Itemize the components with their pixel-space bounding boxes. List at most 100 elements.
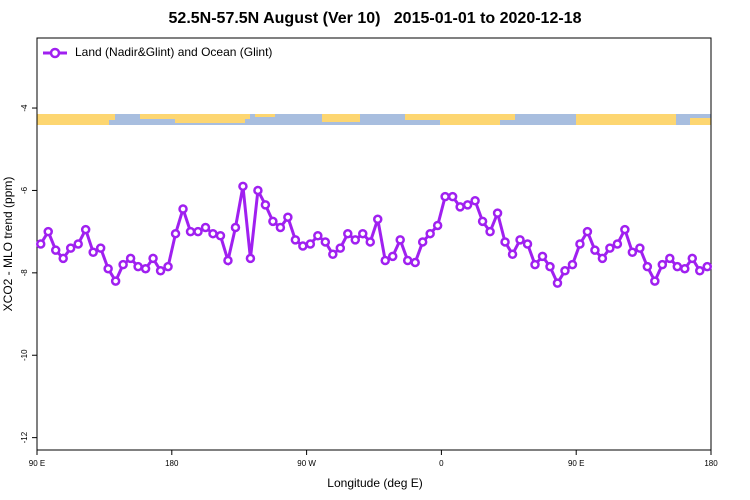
data-point xyxy=(125,253,136,264)
data-point xyxy=(612,239,623,249)
data-point xyxy=(687,253,698,264)
data-point xyxy=(133,261,143,272)
data-point xyxy=(672,261,683,272)
y-axis-label: XCO2 - MLO trend (ppm) xyxy=(1,177,15,312)
y-tick-label: -4 xyxy=(20,104,29,112)
data-point xyxy=(305,239,316,249)
data-point xyxy=(365,237,376,247)
data-point xyxy=(597,253,608,264)
data-point xyxy=(163,261,173,272)
data-point xyxy=(95,243,106,253)
data-point xyxy=(590,245,600,255)
data-point xyxy=(268,216,278,227)
data-point xyxy=(387,251,398,262)
x-tick-label: 180 xyxy=(165,459,179,468)
x-tick-label: 90 E xyxy=(29,459,45,468)
x-tick-label: 180 xyxy=(704,459,718,468)
data-point xyxy=(545,261,555,272)
data-point xyxy=(148,253,158,264)
data-point xyxy=(88,247,98,257)
data-point xyxy=(455,202,465,212)
x-tick-label: 0 xyxy=(439,459,444,468)
data-point xyxy=(65,243,76,253)
data-point xyxy=(275,222,286,233)
x-axis-label: Longitude (deg E) xyxy=(327,476,422,490)
data-point xyxy=(582,226,593,237)
data-point xyxy=(313,231,323,241)
data-point xyxy=(320,237,331,247)
data-point xyxy=(155,266,166,276)
data-point xyxy=(620,224,630,235)
data-point xyxy=(372,214,383,225)
data-point xyxy=(605,243,615,253)
data-point xyxy=(245,253,256,264)
data-point xyxy=(103,263,113,274)
data-point xyxy=(680,263,690,274)
data-point xyxy=(283,212,293,222)
data-point xyxy=(477,216,488,227)
data-point xyxy=(425,228,435,239)
data-point xyxy=(193,226,203,237)
data-point xyxy=(627,247,638,257)
data-point xyxy=(35,239,46,249)
data-point xyxy=(178,204,188,214)
legend-marker xyxy=(49,47,61,59)
data-point xyxy=(260,200,271,210)
data-point xyxy=(492,208,503,218)
data-point xyxy=(343,228,353,239)
data-point xyxy=(350,235,361,245)
y-tick-label: -10 xyxy=(20,349,29,361)
y-tick-label: -6 xyxy=(20,186,29,194)
data-point xyxy=(657,259,668,270)
data-point xyxy=(118,259,128,270)
data-point xyxy=(140,263,151,274)
data-point xyxy=(522,239,533,249)
chart-title: 52.5N-57.5N August (Ver 10) 2015-01-01 t… xyxy=(169,10,582,27)
data-point xyxy=(253,185,263,196)
data-point xyxy=(395,235,405,245)
data-point xyxy=(485,226,495,237)
data-point xyxy=(215,231,226,241)
data-point xyxy=(290,235,301,245)
data-point xyxy=(402,255,413,266)
data-point xyxy=(702,261,713,272)
x-tick-label: 90 W xyxy=(297,459,316,468)
data-point xyxy=(170,228,181,239)
y-tick-label: -8 xyxy=(20,269,29,277)
data-point xyxy=(223,255,233,266)
data-point xyxy=(470,195,480,206)
data-point xyxy=(328,249,338,260)
data-point xyxy=(650,276,660,286)
data-point xyxy=(200,222,211,233)
land-ocean-band xyxy=(37,114,711,125)
data-point xyxy=(208,228,218,239)
data-point xyxy=(43,226,53,237)
data-point xyxy=(73,239,83,249)
data-point xyxy=(440,191,450,202)
data-point xyxy=(552,278,563,288)
data-point xyxy=(380,255,390,266)
data-point xyxy=(447,191,458,202)
data-point xyxy=(575,239,585,249)
y-tick-label: -12 xyxy=(20,431,29,443)
data-point xyxy=(238,181,248,192)
data-point xyxy=(50,245,61,255)
data-point xyxy=(230,222,241,233)
data-point xyxy=(515,235,525,245)
data-point xyxy=(642,261,653,272)
data-point xyxy=(410,257,420,268)
data-point xyxy=(185,226,196,237)
data-point xyxy=(567,259,578,270)
data-point xyxy=(110,276,121,286)
data-point xyxy=(695,266,705,276)
data-point xyxy=(298,241,308,251)
data-point xyxy=(560,266,570,276)
data-point xyxy=(530,259,540,270)
data-point xyxy=(335,243,346,253)
data-point xyxy=(80,224,91,235)
data-point xyxy=(635,243,645,253)
data-point xyxy=(462,200,473,210)
x-tick-label: 90 E xyxy=(568,459,584,468)
data-point xyxy=(358,228,368,239)
